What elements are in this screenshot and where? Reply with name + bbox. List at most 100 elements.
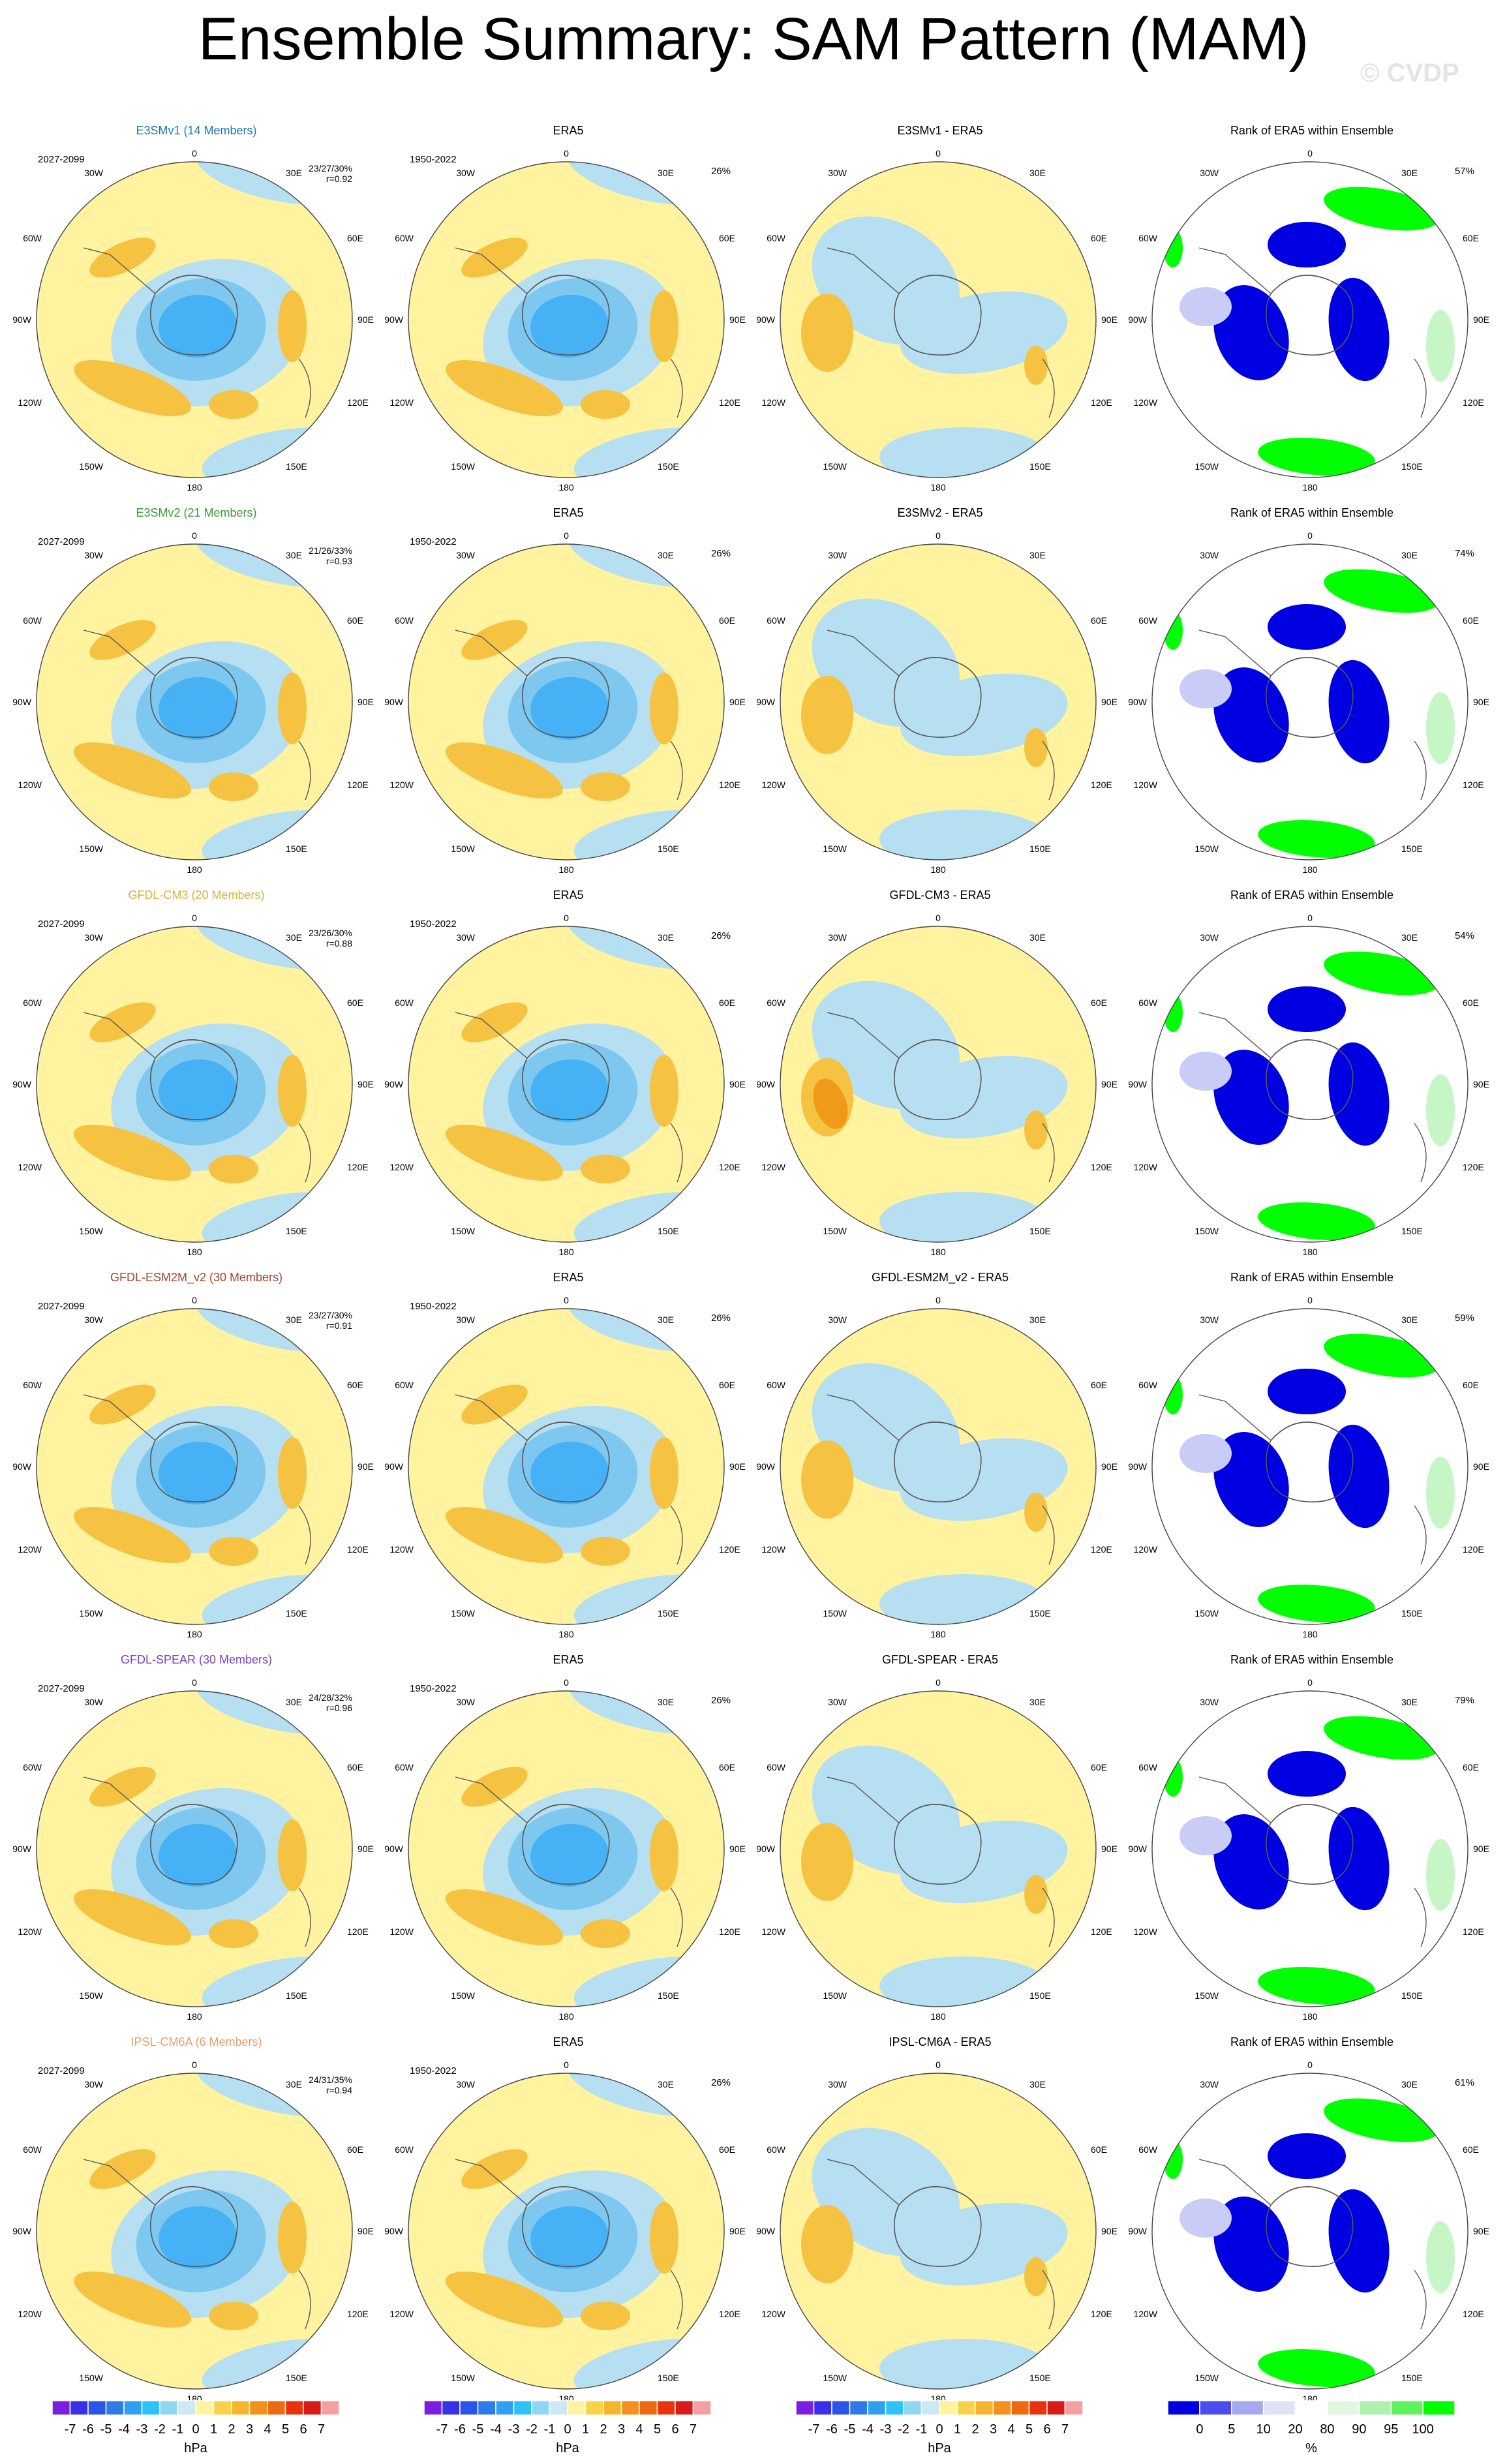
high-pressure-anomaly <box>581 1537 630 1566</box>
colorbar-difference: -7 -6 -5 -4 -3 -2 -1 0 1 2 3 4 5 6 7 hPa <box>789 2396 1089 2464</box>
colorbar-tick-label: 80 <box>1320 2422 1334 2437</box>
high-pressure-anomaly <box>446 1889 563 1946</box>
longitude-label: 120E <box>719 397 740 408</box>
longitude-label: 90W <box>756 314 776 325</box>
rank-low-region <box>1180 2198 1232 2238</box>
rank-low-region <box>1180 1434 1232 1473</box>
longitude-label: 180 <box>930 482 946 493</box>
era5-panel: ERA5 0 180 90W 90E 30W 60W 30E 60E 120W 150W 120E 15… <box>380 889 757 1270</box>
south-america-coastline <box>83 1776 156 1823</box>
map-border <box>408 2073 725 2390</box>
high-pressure-anomaly <box>650 673 678 744</box>
colorbar-tick-label: -1 <box>172 2422 184 2437</box>
australia-coastline <box>670 740 683 800</box>
colorbar-tick-label: 0 <box>192 2422 199 2437</box>
south-america-coastline <box>455 1776 528 1823</box>
percent-label: 26% <box>710 2077 731 2088</box>
positive-difference <box>801 294 853 372</box>
low-pressure-center <box>159 1823 237 1887</box>
longitude-label: 60E <box>347 615 363 626</box>
longitude-label: 30E <box>1029 168 1046 178</box>
longitude-label: 120W <box>761 1926 785 1937</box>
rank-low-region <box>1268 1751 1346 1797</box>
colorbar-tick-label: 6 <box>671 2422 678 2437</box>
map-border <box>36 926 353 1243</box>
longitude-label: 0 <box>936 913 941 923</box>
colorbar-swatches: -7 -6 -5 -4 -3 -2 -1 0 1 2 3 4 5 6 7 <box>795 2400 1084 2437</box>
high-pressure-anomaly <box>461 620 528 660</box>
rank-low-region <box>1328 1424 1390 1529</box>
longitude-label: 90W <box>384 2226 404 2236</box>
colorbar-tick-label: -3 <box>136 2422 148 2437</box>
colorbar-swatch <box>105 2400 125 2416</box>
longitude-label: 90W <box>1128 1844 1148 1854</box>
positive-difference <box>801 676 853 754</box>
high-pressure-anomaly <box>650 290 678 362</box>
south-america-coastline <box>827 2159 900 2206</box>
map-border <box>1151 2073 1469 2390</box>
colorbar-swatch <box>549 2400 568 2416</box>
high-pressure-anomaly <box>209 772 258 801</box>
explained-variance-stats: 23/26/30% r=0.88 <box>309 928 352 949</box>
longitude-label: 120W <box>18 1544 42 1555</box>
longitude-label: 30E <box>286 168 302 178</box>
australia-coastline <box>670 1123 683 1183</box>
longitude-label: 60E <box>719 997 735 1008</box>
high-pressure-anomaly <box>581 772 630 801</box>
difference-panel: GFDL-CM3 - ERA5 0 180 90W 90E 30W 60W 30E 60E 120… <box>752 889 1129 1270</box>
longitude-label: 150E <box>286 1226 307 1236</box>
colorbar-swatch <box>231 2400 251 2416</box>
longitude-label: 150E <box>1029 1990 1051 2001</box>
period-label: 1950-2022 <box>410 2065 457 2076</box>
panel-title: GFDL-ESM2M_v2 (30 Members) <box>110 1271 283 1284</box>
high-pressure-anomaly <box>74 1124 191 1181</box>
longitude-label: 90W <box>384 1079 404 1089</box>
longitude-label: 60E <box>719 1380 735 1390</box>
period-label: 2027-2099 <box>38 2065 85 2076</box>
longitude-label: 60E <box>1091 1762 1107 1772</box>
negative-difference <box>879 2339 1049 2389</box>
high-pressure-anomaly <box>278 673 307 744</box>
longitude-label: 150E <box>1401 1608 1423 1619</box>
longitude-label: 150E <box>1401 461 1423 472</box>
longitude-label: 180 <box>930 1247 946 1257</box>
rank-high-region <box>1258 820 1375 858</box>
longitude-label: 90W <box>1128 314 1148 325</box>
longitude-label: 60E <box>1463 2144 1479 2155</box>
positive-difference-core <box>813 1078 848 1129</box>
low-pressure-center <box>159 2206 237 2270</box>
high-pressure-anomaly <box>209 1537 258 1566</box>
australia-coastline <box>670 2270 683 2330</box>
longitude-label: 120W <box>389 1162 414 1172</box>
longitude-label: 150W <box>451 1226 475 1236</box>
antarctica-coastline <box>150 1804 238 1885</box>
south-america-coastline <box>1198 1776 1271 1823</box>
colorbar-swatch <box>849 2400 868 2416</box>
longitude-label: 120W <box>761 1544 785 1555</box>
colorbar-swatch <box>992 2400 1012 2416</box>
negative-difference <box>879 1956 1049 2007</box>
antarctica-coastline <box>894 1422 982 1502</box>
low-pressure-center <box>530 1059 609 1123</box>
longitude-label: 90W <box>384 314 404 325</box>
longitude-label: 30W <box>828 550 847 560</box>
longitude-label: 120W <box>389 1544 414 1555</box>
longitude-label: 30W <box>84 550 104 560</box>
south-america-coastline <box>1198 1012 1271 1059</box>
colorbar-swatch <box>159 2400 179 2416</box>
longitude-label: 90W <box>756 2226 776 2236</box>
longitude-label: 30W <box>828 2079 847 2090</box>
antarctica-coastline <box>1266 1039 1354 1120</box>
longitude-label: 180 <box>187 1247 202 1257</box>
positive-difference <box>801 1440 853 1519</box>
colorbar-tick-label: 7 <box>318 2422 325 2437</box>
australia-coastline <box>1042 740 1055 800</box>
longitude-label: 90W <box>384 1844 404 1854</box>
rank-high-region <box>1426 1074 1455 1146</box>
longitude-label: 30E <box>286 1315 302 1325</box>
positive-difference <box>1024 346 1048 385</box>
